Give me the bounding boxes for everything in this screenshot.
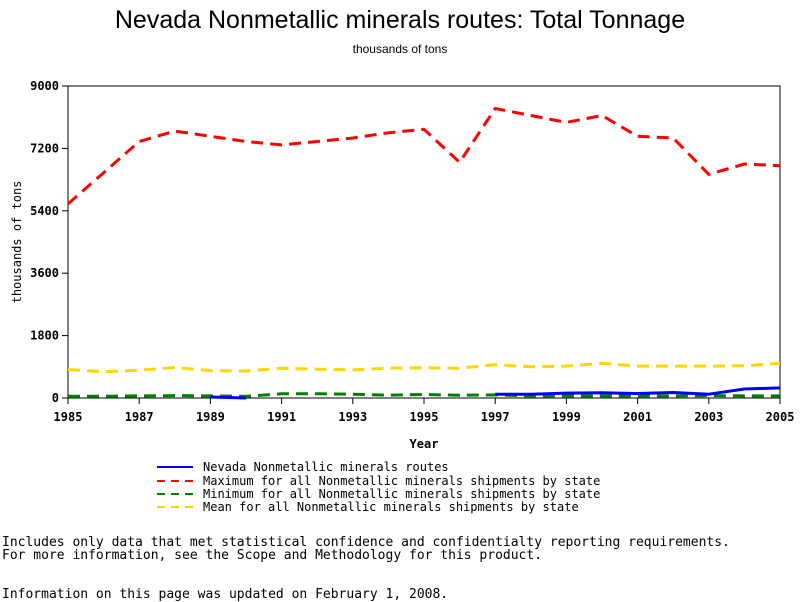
series-line-0 — [210, 395, 247, 400]
y-tick-label: 9000 — [30, 79, 59, 93]
updated-note: Information on this page was updated on … — [2, 587, 449, 602]
x-tick-label: 1995 — [410, 410, 439, 424]
x-tick-label: 1985 — [54, 410, 83, 424]
series-line-1 — [67, 107, 781, 206]
x-tick-label: 1993 — [338, 410, 367, 424]
plot-frame — [67, 85, 781, 399]
x-tick-label: 1987 — [125, 410, 154, 424]
methodology-note: For more information, see the Scope and … — [2, 548, 543, 563]
legend-label: Maximum for all Nonmetallic minerals shi… — [203, 474, 600, 488]
series-line-0 — [495, 386, 781, 396]
x-tick-label: 1991 — [267, 410, 296, 424]
legend-label: Minimum for all Nonmetallic minerals shi… — [203, 487, 600, 501]
x-axis-label: Year — [410, 437, 439, 451]
legend-label: Nevada Nonmetallic minerals routes — [203, 460, 449, 474]
y-tick-label: 5400 — [30, 204, 59, 218]
legend-label: Mean for all Nonmetallic minerals shipme… — [203, 500, 579, 514]
y-tick-label: 7200 — [30, 141, 59, 155]
x-tick-label: 2005 — [766, 410, 795, 424]
series-line-3 — [67, 361, 781, 374]
y-tick-label: 3600 — [30, 266, 59, 280]
confidentiality-note: Includes only data that met statistical … — [2, 535, 730, 550]
y-tick-label: 1800 — [30, 329, 59, 343]
y-tick-label: 0 — [52, 391, 59, 405]
x-tick-label: 1997 — [481, 410, 510, 424]
x-tick-label: 2001 — [623, 410, 652, 424]
chart-subtitle: thousands of tons — [352, 42, 448, 56]
chart-title: Nevada Nonmetallic minerals routes: Tota… — [114, 6, 686, 34]
series-line-2 — [68, 392, 780, 398]
x-tick-label: 1999 — [552, 410, 581, 424]
x-tick-label: 1989 — [196, 410, 225, 424]
y-axis-label: thousands of tons — [10, 181, 24, 304]
x-tick-label: 2003 — [694, 410, 723, 424]
